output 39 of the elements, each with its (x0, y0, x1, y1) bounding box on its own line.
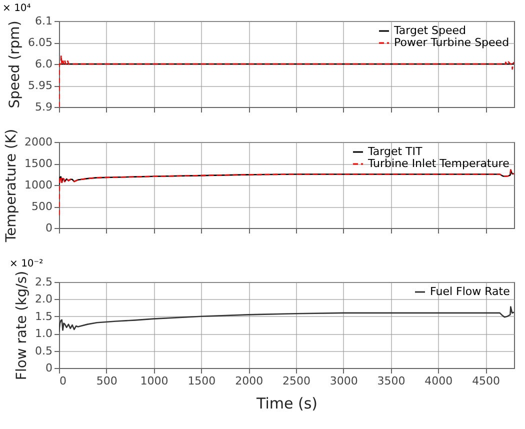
y-tick-label: 1500 (24, 157, 52, 170)
x-tick-label: 500 (96, 374, 118, 388)
x-tick-label: 3000 (330, 374, 358, 388)
y-axis-title: Temperature (K) (4, 128, 20, 244)
y-axis-title: Speed (rpm) (7, 20, 24, 108)
y-tick-label: 2000 (24, 136, 52, 148)
x-tick-label: 1000 (140, 374, 168, 388)
line-series (59, 306, 514, 333)
x-tick-label: 4000 (424, 374, 453, 388)
legend-label: Target TIT (367, 145, 422, 158)
y-tick-label: 5.9 (35, 100, 52, 114)
legend-label: Turbine Inlet Temperature (367, 157, 510, 170)
line-series (59, 169, 514, 216)
y-tick-label: 5.95 (28, 79, 52, 92)
text: × 10⁻² (10, 258, 44, 270)
x-tick-label: 3500 (377, 374, 406, 388)
y-tick-label: 1.5 (35, 310, 52, 323)
x-tick-label: 1500 (188, 374, 216, 388)
y-tick-label: 6.1 (35, 14, 52, 28)
y-tick-label: 6.05 (28, 36, 52, 49)
legend-label: Power Turbine Speed (394, 36, 510, 49)
y-tick-label: 2.5 (35, 276, 52, 288)
y-tick-label: 6.0 (35, 58, 52, 70)
x-tick-label: 2500 (282, 374, 310, 388)
x-tick-label: 4500 (472, 374, 500, 388)
y-tick-label: 0.5 (35, 344, 52, 358)
legend-label: Target Speed (393, 24, 466, 37)
text: × 10⁴ (2, 3, 31, 14)
y-tick-label: 500 (32, 200, 52, 213)
y-tick-label: 0 (46, 222, 52, 234)
x-axis-title: Time (s) (256, 394, 318, 412)
x-tick-label: 0 (60, 374, 66, 388)
y-tick-label: 2.0 (35, 292, 52, 306)
legend-label: Fuel Flow Rate (430, 285, 510, 298)
y-axis-title: Flow rate (kg/s) (14, 270, 30, 380)
x-tick-label: 2000 (235, 374, 264, 388)
y-tick-label: 0 (46, 362, 52, 374)
y-tick-label: 1.0 (35, 327, 52, 340)
y-tick-label: 1000 (24, 178, 52, 192)
